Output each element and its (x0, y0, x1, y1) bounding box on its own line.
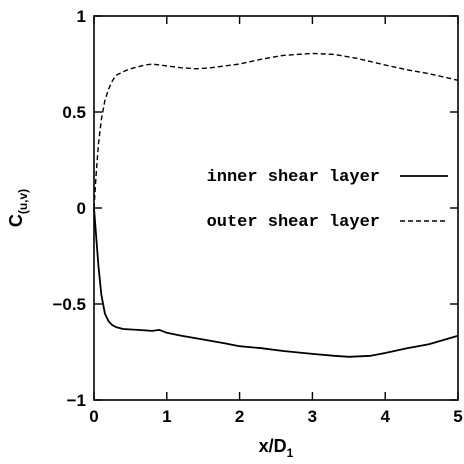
x-tick-label: 1 (162, 407, 171, 426)
legend: inner shear layer outer shear layer (207, 168, 448, 232)
x-tick-label: 0 (89, 407, 98, 426)
x-tick-label: 5 (453, 407, 462, 426)
series-line-outer (93, 52, 459, 209)
y-tick-label: −1 (67, 391, 86, 410)
y-tick-label: 0.5 (62, 103, 86, 122)
y-axis-label-sub: (u,v) (16, 189, 30, 214)
series-layer (93, 52, 459, 358)
x-axis-label-main: x/D (259, 436, 287, 456)
x-tick-label: 4 (380, 407, 390, 426)
x-axis-label-sub: 1 (287, 446, 294, 460)
ticks-layer: 0 1 2 3 4 5 −1 −0.5 0 0.5 1 (52, 7, 462, 426)
legend-label-inner: inner shear layer (207, 168, 380, 187)
x-tick-label: 3 (308, 407, 317, 426)
y-tick-label: 1 (77, 7, 86, 26)
plot-frame (93, 15, 459, 401)
x-axis-label: x/D1 (259, 436, 294, 460)
y-tick-label: −0.5 (52, 295, 86, 314)
y-tick-label: 0 (77, 199, 86, 218)
y-axis-label-main: C (6, 214, 26, 227)
x-tick-label: 2 (235, 407, 244, 426)
legend-label-outer: outer shear layer (207, 213, 380, 232)
series-line-inner (93, 207, 459, 358)
y-axis-label: C(u,v) (6, 189, 30, 227)
